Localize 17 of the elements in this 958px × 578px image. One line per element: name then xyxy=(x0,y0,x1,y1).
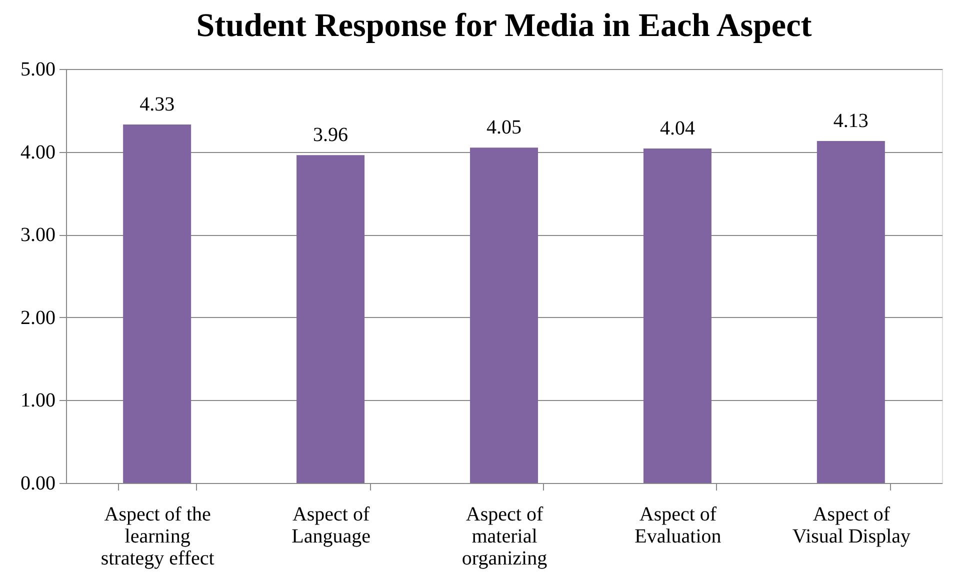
y-tick-label: 4.00 xyxy=(20,141,56,164)
y-tick-label: 2.00 xyxy=(20,306,56,329)
x-tick-label: Aspect of material organizing xyxy=(462,504,548,570)
data-label: 4.04 xyxy=(660,117,695,140)
chart-title: Student Response for Media in Each Aspect xyxy=(196,8,812,44)
data-label: 4.05 xyxy=(486,116,522,139)
y-tick-label: 1.00 xyxy=(20,390,56,412)
y-tick-label: 5.00 xyxy=(20,58,56,80)
x-tick-label: Aspect of Evaluation xyxy=(634,504,722,548)
x-tick-label: Aspect of Visual Display xyxy=(792,504,911,548)
y-tick-label: 3.00 xyxy=(20,224,56,246)
data-label: 3.96 xyxy=(313,124,348,146)
data-label: 4.13 xyxy=(833,110,868,132)
x-tick-label: Aspect of the learning strategy effect xyxy=(100,504,215,570)
y-tick-label: 0.00 xyxy=(20,472,56,494)
x-tick-label: Aspect of Language xyxy=(292,504,371,548)
data-label: 4.33 xyxy=(140,93,175,116)
